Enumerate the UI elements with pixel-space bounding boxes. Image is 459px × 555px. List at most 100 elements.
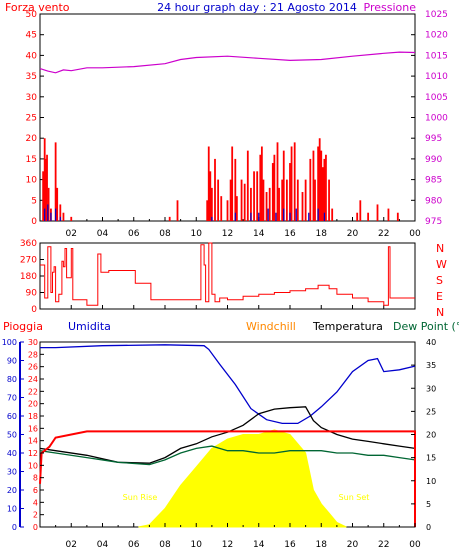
y-right-label-1020: 1020 bbox=[425, 31, 448, 41]
y-right-label-1015: 1015 bbox=[425, 51, 448, 61]
compass-label-N: N bbox=[436, 306, 444, 319]
hum-label-70: 70 bbox=[7, 394, 17, 403]
x-tick-label-00: 00 bbox=[409, 540, 421, 550]
rain-label-0: 0 bbox=[33, 523, 38, 532]
pressure-line bbox=[39, 51, 416, 74]
y-left-label-25: 25 bbox=[26, 114, 37, 124]
dir-label-180: 180 bbox=[20, 272, 37, 282]
y-right-label-1005: 1005 bbox=[425, 93, 448, 103]
y-right-label-1000: 1000 bbox=[425, 114, 448, 124]
x-tick-label-12: 12 bbox=[222, 229, 233, 239]
x-tick-label-22: 22 bbox=[378, 229, 389, 239]
hum-label-0: 0 bbox=[12, 523, 17, 532]
rain-label-30: 30 bbox=[28, 338, 38, 347]
rain-label-6: 6 bbox=[33, 486, 38, 495]
compass-label-W: W bbox=[436, 258, 447, 271]
dewpoint-line bbox=[39, 445, 416, 466]
dir-label-90: 90 bbox=[26, 289, 38, 299]
temp-label-0: 0 bbox=[426, 523, 431, 532]
compass-label-E: E bbox=[436, 290, 443, 303]
y-right-label-985: 985 bbox=[425, 176, 442, 186]
temp-label-35: 35 bbox=[426, 361, 436, 370]
temp-label-10: 10 bbox=[426, 477, 436, 486]
x-tick-label-14: 14 bbox=[253, 229, 265, 239]
y-left-label-40: 40 bbox=[26, 51, 38, 61]
y-left-label-15: 15 bbox=[26, 155, 37, 165]
x-tick-label-00: 00 bbox=[409, 229, 421, 239]
x-tick-label-06: 06 bbox=[128, 540, 140, 550]
rain-label-12: 12 bbox=[28, 449, 38, 458]
x-tick-label-02: 02 bbox=[66, 229, 77, 239]
dir-label-360: 360 bbox=[20, 239, 37, 249]
x-tick-label-04: 04 bbox=[97, 540, 109, 550]
rain-label-22: 22 bbox=[28, 387, 38, 396]
x-tick-label-12: 12 bbox=[222, 540, 233, 550]
hum-label-90: 90 bbox=[7, 357, 17, 366]
x-tick-label-08: 08 bbox=[159, 229, 171, 239]
y-right-label-980: 980 bbox=[425, 196, 442, 206]
x-tick-label-14: 14 bbox=[253, 540, 265, 550]
y-left-label-30: 30 bbox=[26, 93, 38, 103]
rain-label: Pioggia bbox=[3, 320, 43, 333]
chart-title: 24 hour graph day : 21 Agosto 2014 bbox=[157, 1, 357, 14]
hum-label-100: 100 bbox=[2, 338, 17, 347]
x-tick-label-18: 18 bbox=[316, 540, 328, 550]
x-tick-label-22: 22 bbox=[378, 540, 389, 550]
hum-label-50: 50 bbox=[7, 431, 17, 440]
x-tick-label-16: 16 bbox=[284, 229, 296, 239]
rain-label-2: 2 bbox=[33, 511, 38, 520]
temperature-humidity-panel: 0102030405060708090100024681012141618202… bbox=[2, 338, 436, 550]
hum-label-40: 40 bbox=[7, 449, 17, 458]
humidity-line bbox=[40, 344, 416, 425]
x-tick-label-20: 20 bbox=[347, 229, 359, 239]
rain-label-24: 24 bbox=[28, 375, 38, 384]
temp-label-5: 5 bbox=[426, 500, 431, 509]
x-tick-label-04: 04 bbox=[97, 229, 109, 239]
humidity-label: Umidita bbox=[68, 320, 111, 333]
temperature-line bbox=[39, 406, 416, 464]
sunrise-label: Sun Rise bbox=[123, 493, 158, 502]
x-tick-label-16: 16 bbox=[284, 540, 296, 550]
rain-label-4: 4 bbox=[33, 498, 38, 507]
wind-direction-line bbox=[40, 242, 415, 306]
rain-label-16: 16 bbox=[28, 424, 38, 433]
temp-label-30: 30 bbox=[426, 384, 436, 393]
rain-label-10: 10 bbox=[28, 461, 38, 470]
x-tick-label-08: 08 bbox=[159, 540, 171, 550]
dewpoint-label: Dew Point (°C bbox=[393, 320, 459, 333]
sunset-label: Sun Set bbox=[339, 493, 370, 502]
pressure-axis-label: Pressione bbox=[364, 1, 417, 14]
hum-label-80: 80 bbox=[7, 375, 17, 384]
x-tick-label-02: 02 bbox=[66, 540, 77, 550]
compass-label-S: S bbox=[436, 274, 443, 287]
hum-label-30: 30 bbox=[7, 468, 17, 477]
y-right-label-1010: 1010 bbox=[425, 72, 448, 82]
y-right-label-990: 990 bbox=[425, 155, 442, 165]
rain-label-26: 26 bbox=[28, 363, 38, 372]
x-tick-label-10: 10 bbox=[191, 229, 203, 239]
rain-label-14: 14 bbox=[28, 437, 38, 446]
y-right-label-1025: 1025 bbox=[425, 10, 448, 20]
rain-label-8: 8 bbox=[33, 474, 38, 483]
temp-label-25: 25 bbox=[426, 407, 436, 416]
y-left-label-45: 45 bbox=[26, 31, 37, 41]
rain-label-28: 28 bbox=[28, 350, 38, 359]
rain-label-20: 20 bbox=[28, 400, 38, 409]
panel1-frame bbox=[39, 13, 416, 222]
y-left-label-5: 5 bbox=[31, 196, 37, 206]
y-right-label-975: 975 bbox=[425, 217, 442, 227]
x-tick-label-10: 10 bbox=[191, 540, 203, 550]
wind-speed-axis-label: Forza vento bbox=[5, 1, 70, 14]
y-left-label-10: 10 bbox=[26, 176, 38, 186]
dir-label-270: 270 bbox=[20, 256, 37, 266]
y-left-label-0: 0 bbox=[31, 217, 37, 227]
rain-line bbox=[39, 430, 416, 527]
hum-label-60: 60 bbox=[7, 412, 17, 421]
y-left-label-20: 20 bbox=[26, 134, 38, 144]
windchill-label: Windchill bbox=[246, 320, 296, 333]
hum-label-20: 20 bbox=[7, 486, 17, 495]
temp-label-15: 15 bbox=[426, 454, 436, 463]
rain-label-18: 18 bbox=[28, 412, 38, 421]
